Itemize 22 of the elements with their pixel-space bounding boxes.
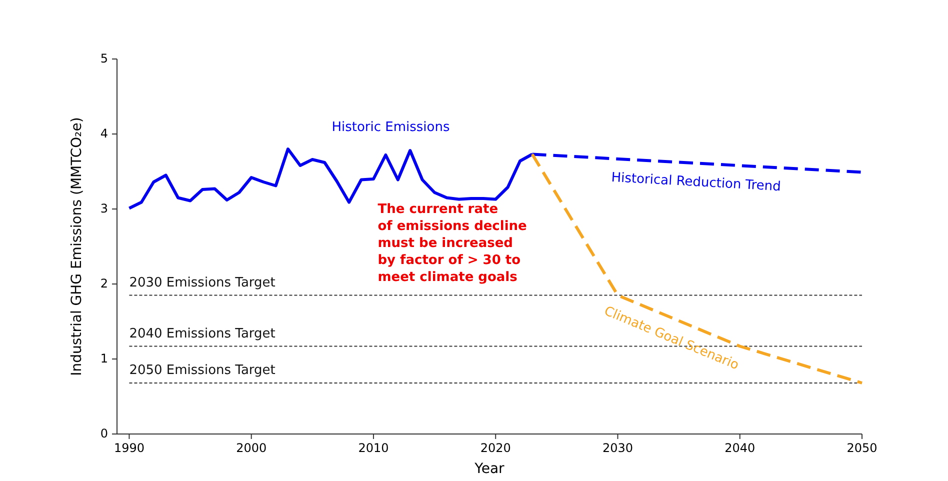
- x-tick-label: 2050: [846, 441, 878, 455]
- x-axis-title: Year: [474, 461, 505, 477]
- x-tick-label: 2030: [602, 441, 634, 455]
- y-tick-label: 4: [100, 126, 108, 140]
- annotation: The current rate of emissions decline must be increased by factor of > 30 to meet climate goals: [378, 202, 528, 285]
- text: Historic Emissions: [332, 120, 450, 135]
- y-tick-label: 3: [100, 201, 108, 216]
- y-tick-label: 0: [100, 426, 108, 440]
- x-tick-label: 2000: [236, 441, 267, 455]
- ref-line-label: 2040 Emissions Target: [129, 326, 276, 342]
- y-tick-label: 2: [100, 276, 108, 290]
- series-label: Historical Reduction Trend: [610, 170, 782, 195]
- line-series: [530, 152, 864, 384]
- x-tick-label: 2020: [480, 441, 511, 455]
- x-tick-label: 2010: [358, 441, 389, 455]
- y-tick-label: 1: [100, 351, 108, 366]
- y-axis-title: Industrial GHG Emissions (MMTCO₂e): [69, 117, 85, 376]
- ref-line-label: 2050 Emissions Target: [129, 363, 276, 378]
- ref-line-label: 2030 Emissions Target: [129, 275, 276, 290]
- y-tick-label: 5: [100, 51, 108, 66]
- x-tick-label: 1990: [114, 441, 144, 455]
- x-tick-label: 2040: [724, 441, 756, 455]
